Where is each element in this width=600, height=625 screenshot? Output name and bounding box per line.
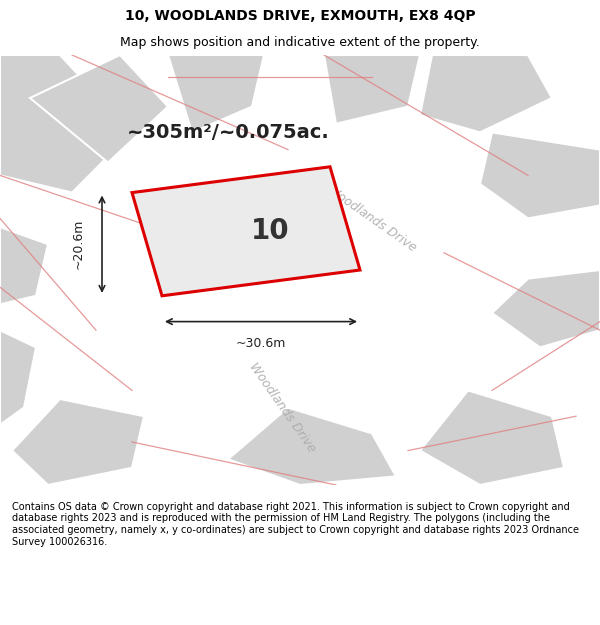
Polygon shape <box>168 55 264 132</box>
Text: Contains OS data © Crown copyright and database right 2021. This information is : Contains OS data © Crown copyright and d… <box>12 502 579 547</box>
Polygon shape <box>420 55 552 132</box>
Polygon shape <box>228 408 396 485</box>
Text: Woodlands Drive: Woodlands Drive <box>246 361 318 455</box>
Polygon shape <box>324 55 420 124</box>
Text: Map shows position and indicative extent of the property.: Map shows position and indicative extent… <box>120 36 480 49</box>
Text: 10, WOODLANDS DRIVE, EXMOUTH, EX8 4QP: 10, WOODLANDS DRIVE, EXMOUTH, EX8 4QP <box>125 9 475 24</box>
Text: ~30.6m: ~30.6m <box>236 337 286 349</box>
Polygon shape <box>30 55 168 162</box>
Polygon shape <box>480 132 600 218</box>
Text: ~305m²/~0.075ac.: ~305m²/~0.075ac. <box>127 123 329 142</box>
Polygon shape <box>132 167 360 296</box>
Polygon shape <box>12 399 144 485</box>
Text: ~20.6m: ~20.6m <box>71 219 85 269</box>
Polygon shape <box>420 391 564 485</box>
Text: 10: 10 <box>251 217 289 245</box>
Polygon shape <box>492 270 600 348</box>
Polygon shape <box>0 330 36 425</box>
Text: Woodlands Drive: Woodlands Drive <box>325 182 419 254</box>
Polygon shape <box>0 55 132 192</box>
Polygon shape <box>0 227 48 304</box>
